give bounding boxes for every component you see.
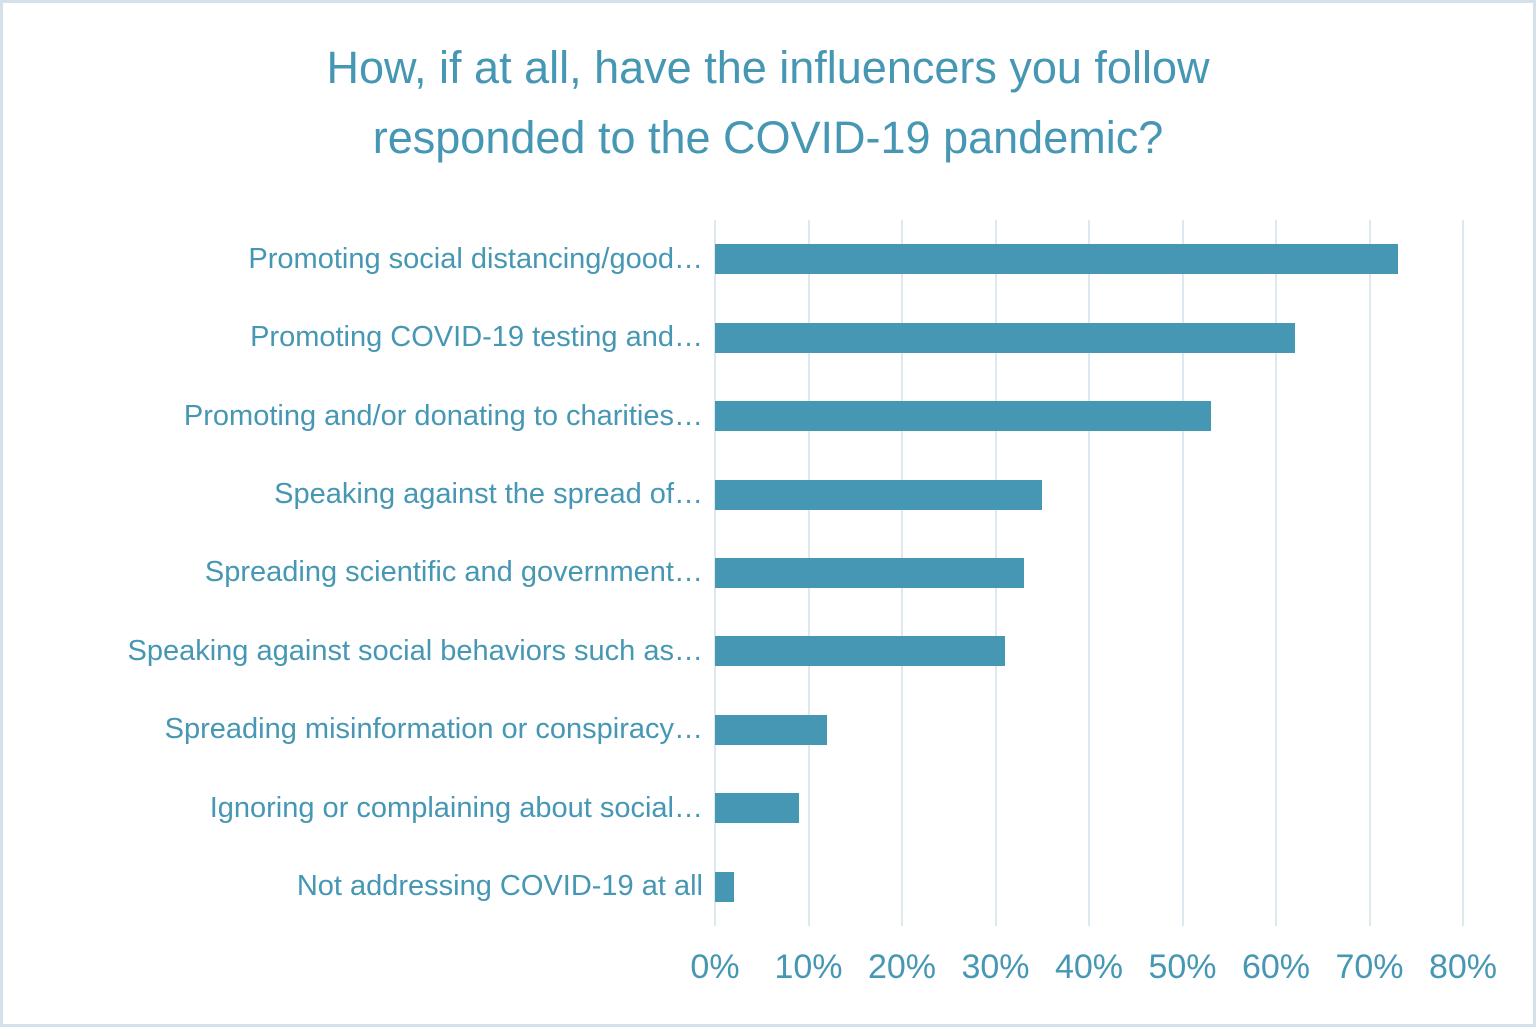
- chart-row: Promoting social distancing/good…: [3, 220, 1533, 298]
- bar: [715, 479, 1043, 510]
- plot-area: Promoting social distancing/good… Promoti…: [3, 220, 1533, 926]
- category-label: Spreading scientific and government…: [204, 556, 703, 589]
- row-plot-strip: [715, 534, 1463, 612]
- row-plot-strip: [715, 455, 1463, 533]
- chart-row: Spreading scientific and government…: [3, 534, 1533, 612]
- gridline: [1462, 220, 1464, 926]
- row-plot-strip: [715, 377, 1463, 455]
- bar: [715, 793, 800, 824]
- category-label: Speaking against the spread of…: [274, 478, 703, 511]
- bar: [715, 871, 734, 902]
- x-tick-label: 40%: [1054, 948, 1124, 986]
- row-plot-strip: [715, 220, 1463, 298]
- x-tick-label: 50%: [1148, 948, 1217, 986]
- gridline: [1368, 220, 1371, 926]
- category-label: Not addressing COVID-19 at all: [296, 870, 703, 903]
- bar: [715, 714, 828, 745]
- x-tick-label: 0%: [690, 948, 740, 986]
- bar: [715, 401, 1211, 432]
- category-label: Promoting COVID-19 testing and…: [250, 321, 703, 354]
- x-tick-label: 30%: [961, 948, 1030, 986]
- row-plot-strip: [715, 769, 1463, 847]
- chart-row: Promoting COVID-19 testing and…: [3, 298, 1533, 376]
- x-tick-label: 20%: [867, 948, 937, 986]
- x-tick-label: 80%: [1428, 948, 1498, 986]
- chart-title-line-2: responded to the COVID-19 pandemic?: [372, 111, 1164, 163]
- bar: [715, 322, 1295, 353]
- chart-row: Ignoring or complaining about social…: [3, 769, 1533, 847]
- x-axis-tick-labels: 0% 10% 20% 30% 40% 50% 60% 70% 80%: [690, 948, 1497, 1008]
- category-label: Speaking against social behaviors such a…: [127, 634, 704, 667]
- chart-row: Speaking against social behaviors such a…: [3, 612, 1533, 690]
- row-plot-strip: [715, 298, 1463, 376]
- bar: [715, 244, 1398, 275]
- x-tick-label: 10%: [774, 948, 843, 986]
- category-label: Ignoring or complaining about social…: [209, 791, 703, 824]
- bar-rows: Promoting social distancing/good… Promoti…: [3, 220, 1533, 926]
- row-plot-strip: [715, 848, 1463, 926]
- chart-row: Speaking against the spread of…: [3, 455, 1533, 533]
- row-plot-strip: [715, 691, 1463, 769]
- chart-title-line-1: How, if at all, have the influencers you…: [326, 42, 1210, 93]
- bar: [715, 557, 1024, 588]
- row-plot-strip: [715, 612, 1463, 690]
- x-tick-label: 70%: [1335, 948, 1404, 986]
- gridline: [1181, 220, 1184, 926]
- chart-row: Not addressing COVID-19 at all: [3, 848, 1533, 926]
- category-label: Promoting social distancing/good…: [248, 242, 703, 275]
- x-tick-label: 60%: [1241, 948, 1311, 986]
- chart-title: How, if at all, have the influencers you…: [3, 33, 1533, 173]
- category-label: Spreading misinformation or conspiracy…: [164, 713, 703, 746]
- gridline: [1275, 220, 1277, 926]
- category-label: Promoting and/or donating to charities…: [183, 399, 703, 432]
- bar: [715, 636, 1005, 667]
- chart-row: Spreading misinformation or conspiracy…: [3, 691, 1533, 769]
- chart-row: Promoting and/or donating to charities…: [3, 377, 1533, 455]
- gridline: [1088, 220, 1090, 926]
